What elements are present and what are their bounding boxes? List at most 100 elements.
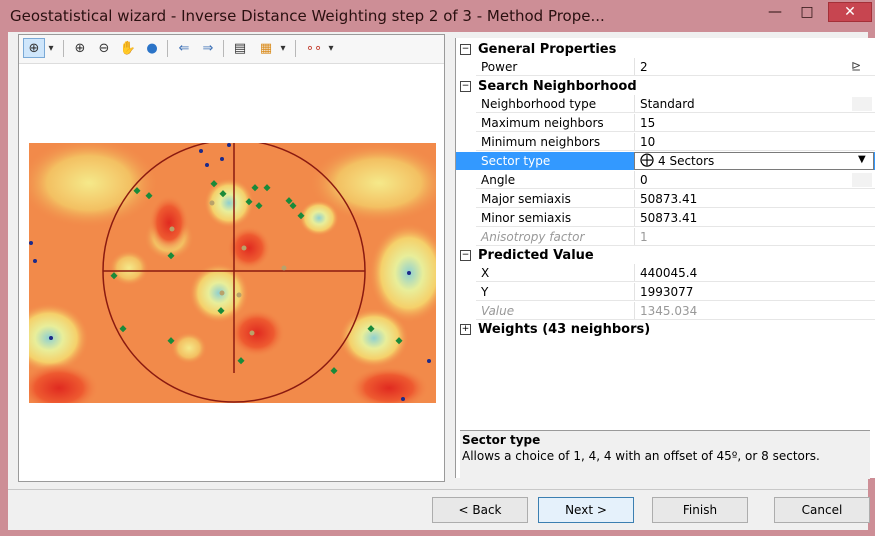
maximize-button[interactable]: □ [800,4,814,20]
property-value[interactable]: 2 [640,60,648,74]
toolbar-divider [223,40,224,57]
cell-divider [634,58,635,76]
property-row-value: Value 1345.034 [456,302,875,320]
toolbar-divider [63,40,64,57]
surface-patch [149,195,189,251]
property-row-x[interactable]: X 440045.4 [456,264,875,282]
layer-dropdown-icon[interactable]: ▾ [280,42,286,54]
optimize-icon[interactable]: ⊵ [851,59,862,73]
cell-divider [634,114,635,132]
row-divider [476,207,875,208]
layer-icon[interactable]: ▦ [259,40,273,56]
group-predicted-value[interactable]: − Predicted Value [456,246,875,264]
property-row-major-semiaxis[interactable]: Major semiaxis 50873.41 [456,190,875,208]
row-divider [476,112,875,113]
globe-icon[interactable]: ● [146,40,158,56]
table-icon[interactable]: ▤ [233,40,247,56]
symbology-dropdown-icon[interactable]: ▾ [328,42,334,54]
collapse-icon[interactable]: − [460,43,471,55]
cell-divider [634,209,635,227]
property-value: 4 Sectors [658,154,715,168]
row-divider [476,245,875,246]
property-label: Major semiaxis [481,192,571,206]
group-search-neighborhood[interactable]: − Search Neighborhood [456,77,875,95]
property-value[interactable]: 50873.41 [640,192,698,206]
property-label: Value [481,304,515,318]
cancel-button[interactable]: Cancel [774,497,870,523]
property-row-maximum-neighbors[interactable]: Maximum neighbors 15 [456,114,875,132]
property-value[interactable]: 50873.41 [640,211,698,225]
property-row-sector-type[interactable]: Sector type ⨁ 4 Sectors ▼ [456,152,875,170]
back-button[interactable]: < Back [432,497,528,523]
surface-patch [227,226,271,270]
zoom-out-icon[interactable]: ⊖ [98,40,110,56]
property-label: X [481,266,490,280]
chevron-down-icon[interactable]: ▼ [858,154,866,165]
map-toolbar: ⊕ ▾ ⊕ ⊖ ✋ ● ⇐ ⇒ ▤ ▦ ▾ ∘∘ ▾ [19,35,444,64]
description-text: Allows a choice of 1, 4, 4 with an offse… [462,449,820,463]
expand-icon[interactable]: + [460,323,471,335]
select-tool-icon[interactable]: ⊕ [23,38,45,58]
dropdown-placeholder[interactable] [852,173,872,187]
row-divider [476,188,875,189]
property-row-neighborhood-type[interactable]: Neighborhood type Standard [456,95,875,113]
property-row-minimum-neighbors[interactable]: Minimum neighbors 10 [456,133,875,151]
row-divider [476,319,875,320]
back-arrow-icon[interactable]: ⇐ [178,40,190,56]
select-tool-dropdown-icon[interactable]: ▾ [48,42,54,54]
property-row-power[interactable]: Power 2 ⊵ [456,58,875,76]
property-label: Neighborhood type [481,97,597,111]
title-bar[interactable]: Geostatistical wizard - Inverse Distance… [0,0,875,32]
property-value[interactable]: 0 [640,173,648,187]
pan-hand-icon[interactable]: ✋ [119,40,137,56]
zoom-in-icon[interactable]: ⊕ [74,40,86,56]
row-divider [476,75,875,76]
dropdown-placeholder[interactable] [852,97,872,111]
sample-points-pale [169,200,287,336]
property-grid: − General Properties Power 2 ⊵ − Search … [455,38,875,478]
property-label: Angle [481,173,516,187]
property-row-anisotropy-factor: Anisotropy factor 1 [456,228,875,246]
property-label: Sector type [481,154,551,168]
collapse-icon[interactable]: − [460,249,471,261]
surface-patch [339,308,409,368]
property-row-minor-semiaxis[interactable]: Minor semiaxis 50873.41 [456,209,875,227]
property-value[interactable]: Standard [640,97,695,111]
symbology-icon[interactable]: ∘∘ [305,40,323,56]
sector-type-select[interactable] [634,152,874,170]
minimize-button[interactable]: — [768,4,782,20]
map-preview-panel: ⊕ ▾ ⊕ ⊖ ✋ ● ⇐ ⇒ ▤ ▦ ▾ ∘∘ ▾ [18,34,445,482]
next-button[interactable]: Next > [538,497,634,523]
idw-surface-map[interactable] [29,143,436,403]
finish-button[interactable]: Finish [652,497,748,523]
surface-patch [29,143,159,228]
toolbar-divider [295,40,296,57]
surface-patch [369,223,436,323]
property-row-angle[interactable]: Angle 0 [456,171,875,189]
cell-divider [634,171,635,189]
cell-divider [634,133,635,151]
surface-patch [29,303,89,373]
neighbor-points [110,180,403,375]
surface-patch [229,309,285,357]
surface-patch [299,200,339,236]
cell-divider [634,228,635,246]
property-value[interactable]: 440045.4 [640,266,698,280]
group-weights[interactable]: + Weights (43 neighbors) [456,320,875,338]
property-value[interactable]: 15 [640,116,656,130]
property-value[interactable]: 10 [640,135,656,149]
property-value: 1 [640,230,648,244]
forward-arrow-icon[interactable]: ⇒ [202,40,214,56]
toolbar-divider [167,40,168,57]
property-value[interactable]: 1993077 [640,285,694,299]
cell-divider [634,190,635,208]
group-general-properties[interactable]: − General Properties [456,40,875,58]
row-divider [476,226,875,227]
collapse-icon[interactable]: − [460,80,471,92]
close-button[interactable]: ✕ [828,2,872,22]
row-divider [476,281,875,282]
button-bar-divider [8,489,868,490]
property-value: 1345.034 [640,304,698,318]
property-row-y[interactable]: Y 1993077 [456,283,875,301]
